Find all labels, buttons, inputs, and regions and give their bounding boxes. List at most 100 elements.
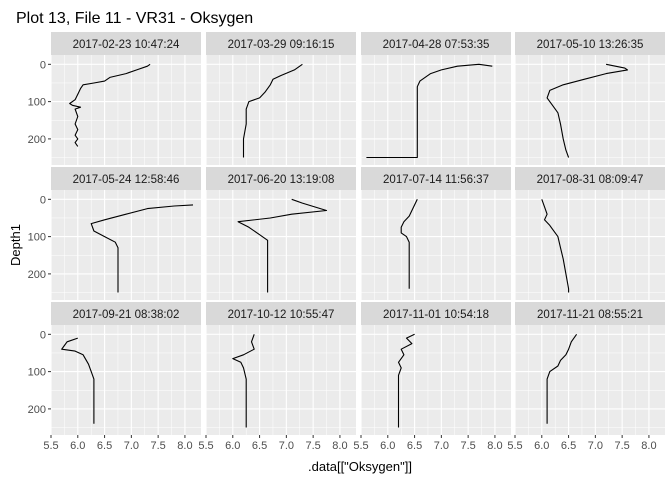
- facet-strip-label: 2017-10-12 10:55:47: [228, 309, 335, 321]
- facet-strip-label: 2017-06-20 13:19:08: [228, 174, 335, 186]
- x-tick-label: 5.5: [353, 440, 368, 452]
- x-tick-label: 6.5: [97, 440, 112, 452]
- facet-strip-label: 2017-11-01 10:54:18: [383, 309, 489, 321]
- x-tick-label: 6.5: [561, 440, 576, 452]
- facet-panels: 2017-02-23 10:47:24 2017-03-29 09:16:15 20…: [50, 32, 665, 435]
- facet-panel: 2017-08-31 08:09:47: [514, 167, 665, 300]
- x-tick-label: 7.5: [460, 440, 475, 452]
- facet-strip: [361, 32, 511, 55]
- facet-panel: 2017-11-21 08:55:21: [514, 302, 665, 435]
- y-tick-label: 200: [28, 134, 46, 146]
- x-tick-label: 7.5: [614, 440, 629, 452]
- facet-strip: [51, 32, 201, 55]
- panel-background: [206, 55, 356, 165]
- facet-panel: 2017-09-21 08:38:02: [50, 302, 201, 435]
- oksygen-profile-line: [400, 199, 418, 289]
- facet-strip: [51, 167, 201, 190]
- x-tick-label: 6.0: [534, 440, 549, 452]
- y-tick-label: 100: [28, 97, 46, 109]
- y-tick-label: 0: [40, 59, 46, 71]
- facet-strip-label: 2017-09-21 08:38:02: [73, 309, 180, 321]
- oksygen-profile-line: [237, 198, 328, 293]
- facet-strip-label: 2017-07-14 11:56:37: [383, 174, 489, 186]
- oksygen-profile-line: [61, 337, 95, 424]
- x-tick-label: 8.0: [332, 440, 347, 452]
- y-tick-label: 100: [28, 367, 46, 379]
- facet-strip-label: 2017-11-21 08:55:21: [537, 309, 643, 321]
- facet-panel: 2017-06-20 13:19:08: [205, 167, 356, 300]
- facet-strip-label: 2017-08-31 08:09:47: [537, 174, 644, 186]
- panel-background: [206, 190, 356, 300]
- chart-title: Plot 13, File 11 - VR31 - Oksygen: [16, 10, 253, 27]
- facet-panel: 2017-11-01 10:54:18: [360, 302, 511, 435]
- x-tick-label: 7.0: [434, 440, 449, 452]
- panel-background: [361, 55, 511, 165]
- y-axis-title: Depth1: [8, 224, 23, 266]
- x-tick-label: 7.0: [588, 440, 603, 452]
- facet-strip-label: 2017-04-28 07:53:35: [383, 39, 490, 51]
- x-tick-label: 7.5: [305, 440, 320, 452]
- panel-background: [51, 325, 201, 435]
- oksygen-profile-line: [242, 63, 303, 158]
- x-axes: 5.5 6.0 6.5 7.0 7.5 8.0 5.5 6.0 6.5 7.0 7.5 8.0 5.5 6…: [43, 435, 657, 452]
- facet-panel: 2017-02-23 10:47:24: [50, 32, 201, 165]
- facet-strip: [361, 167, 511, 190]
- x-tick-label: 6.0: [380, 440, 395, 452]
- x-tick-label: 6.5: [252, 440, 267, 452]
- x-tick-label: 8.0: [641, 440, 656, 452]
- facet-panel: 2017-05-10 13:26:35: [514, 32, 665, 165]
- panel-background: [361, 190, 511, 300]
- oksygen-profile-line: [541, 199, 570, 293]
- y-tick-label: 200: [28, 404, 46, 416]
- facet-strip-label: 2017-03-29 09:16:15: [228, 39, 335, 51]
- facet-strip-label: 2017-05-10 13:26:35: [537, 39, 644, 51]
- x-tick-label: 8.0: [487, 440, 502, 452]
- panel-background: [51, 55, 201, 165]
- facet-strip-label: 2017-02-23 10:47:24: [73, 39, 180, 51]
- y-tick-label: 0: [40, 194, 46, 206]
- panel-background: [515, 55, 665, 165]
- oksygen-profile-line: [90, 204, 194, 293]
- panel-background: [206, 325, 356, 435]
- oksygen-profile-line: [546, 63, 629, 158]
- facet-panel: 2017-04-28 07:53:35: [360, 32, 511, 165]
- facet-strip: [206, 302, 356, 325]
- facet-strip: [206, 167, 356, 190]
- y-tick-label: 0: [40, 329, 46, 341]
- facet-strip: [515, 302, 665, 325]
- oksygen-profile-line: [397, 333, 415, 428]
- facet-strip: [51, 302, 201, 325]
- facet-strip: [515, 32, 665, 55]
- y-tick-label: 100: [28, 232, 46, 244]
- facet-strip: [361, 302, 511, 325]
- x-tick-label: 6.0: [225, 440, 240, 452]
- panel-background: [515, 190, 665, 300]
- facet-panel: 2017-03-29 09:16:15: [205, 32, 356, 165]
- oksygen-profile-line: [69, 63, 151, 147]
- oksygen-profile-line: [546, 333, 578, 424]
- facet-strip: [515, 167, 665, 190]
- x-tick-label: 7.5: [150, 440, 165, 452]
- x-axis-title: .data[["Oksygen"]]: [308, 459, 412, 474]
- oksygen-profile-line: [366, 63, 493, 159]
- facet-strip: [206, 32, 356, 55]
- y-tick-label: 200: [28, 269, 46, 281]
- x-tick-label: 5.5: [507, 440, 522, 452]
- facet-panel: 2017-05-24 12:58:46: [50, 167, 201, 300]
- panel-background: [361, 325, 511, 435]
- facet-panel: 2017-07-14 11:56:37: [360, 167, 511, 300]
- x-tick-label: 6.0: [70, 440, 85, 452]
- facet-strip-label: 2017-05-24 12:58:46: [73, 174, 180, 186]
- oksygen-profile-line: [232, 334, 255, 428]
- y-axes: 0 100 200 0 100 200 0 100 200: [28, 59, 51, 416]
- x-tick-label: 8.0: [177, 440, 192, 452]
- panel-background: [515, 325, 665, 435]
- facet-panel: 2017-10-12 10:55:47: [205, 302, 356, 435]
- x-tick-label: 7.0: [279, 440, 294, 452]
- x-tick-label: 6.5: [407, 440, 422, 452]
- x-tick-label: 7.0: [124, 440, 139, 452]
- x-tick-label: 5.5: [43, 440, 58, 452]
- panel-background: [51, 190, 201, 300]
- x-tick-label: 5.5: [198, 440, 213, 452]
